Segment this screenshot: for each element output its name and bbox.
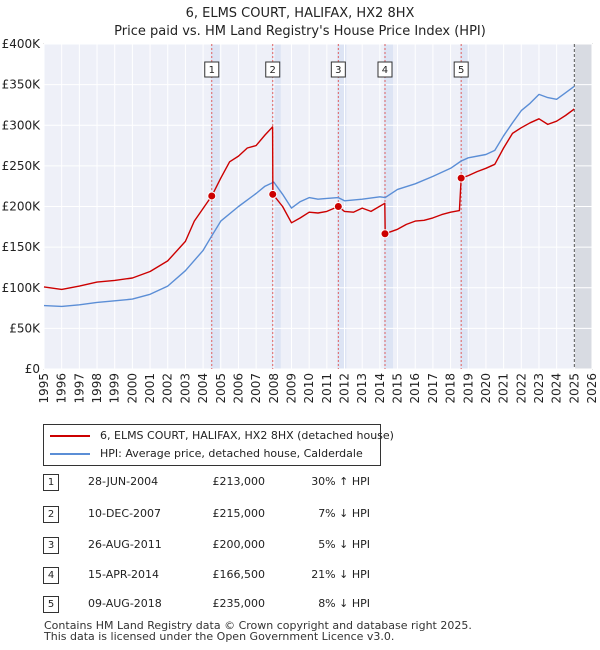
y-tick-label: £350K <box>2 78 42 92</box>
x-tick-label: 2006 <box>231 373 245 404</box>
x-tick-label: 2016 <box>408 373 422 404</box>
row-hpi-diff: 21% ↓ HPI <box>311 568 370 581</box>
footer-license: This data is licensed under the Open Gov… <box>44 630 395 643</box>
row-price: £235,000 <box>212 597 266 610</box>
price-chart: 6, ELMS COURT, HALIFAX, HX2 8HX Price pa… <box>2 6 599 404</box>
row-hpi-diff: 7% ↓ HPI <box>318 507 370 520</box>
sale-label-number: 2 <box>270 65 276 76</box>
row-price: £215,000 <box>212 507 266 520</box>
x-tick-label: 2026 <box>585 373 599 404</box>
x-tick-label: 2020 <box>479 373 493 404</box>
x-tick-label: 2008 <box>267 373 281 404</box>
table-row: 4 15-APR-2014 £166,500 21% ↓ HPI <box>0 565 600 585</box>
sale-point <box>268 189 278 199</box>
x-tick-label: 2021 <box>497 373 511 404</box>
legend-label-property: 6, ELMS COURT, HALIFAX, HX2 8HX (detache… <box>100 429 394 442</box>
sale-point <box>456 173 466 183</box>
x-tick-label: 2013 <box>355 373 369 404</box>
sale-label-box <box>453 61 469 78</box>
legend-swatch-red <box>50 435 90 437</box>
y-tick-label: £0 <box>25 362 40 376</box>
sale-label-box <box>330 61 346 78</box>
sale-label-number: 3 <box>335 65 341 76</box>
x-tick-label: 2014 <box>373 373 387 404</box>
x-tick-label: 2011 <box>320 373 334 404</box>
x-tick-label: 1999 <box>108 373 122 404</box>
x-tick-label: 2004 <box>196 373 210 404</box>
sale-label-box <box>265 61 281 78</box>
table-row: 1 28-JUN-2004 £213,000 30% ↑ HPI <box>0 472 600 492</box>
x-tick-label: 1998 <box>90 373 104 404</box>
x-tick-label: 2002 <box>161 373 175 404</box>
x-tick-label: 2024 <box>550 373 564 404</box>
x-tick-label: 2022 <box>514 373 528 404</box>
x-tick-label: 1995 <box>37 373 51 404</box>
legend-label-hpi: HPI: Average price, detached house, Cald… <box>100 447 363 460</box>
x-tick-label: 2009 <box>284 373 298 404</box>
sale-label-box <box>377 61 393 78</box>
y-tick-label: £200K <box>2 200 42 214</box>
chart-title: 6, ELMS COURT, HALIFAX, HX2 8HX <box>186 6 415 21</box>
row-price: £166,500 <box>212 568 266 581</box>
footer-attribution: Contains HM Land Registry data © Crown c… <box>44 620 472 642</box>
x-tick-label: 2023 <box>532 373 546 404</box>
y-tick-label: £400K <box>2 37 42 51</box>
x-tick-label: 2025 <box>567 373 581 404</box>
row-number-badge: 1 <box>43 474 59 491</box>
x-tick-label: 2000 <box>125 373 139 404</box>
row-price: £200,000 <box>212 538 266 551</box>
y-tick-label: £250K <box>2 159 42 173</box>
table-row: 3 26-AUG-2011 £200,000 5% ↓ HPI <box>0 535 600 555</box>
table-row: 5 09-AUG-2018 £235,000 8% ↓ HPI <box>0 594 600 614</box>
row-hpi-diff: 30% ↑ HPI <box>311 475 370 488</box>
x-tick-label: 2001 <box>143 373 157 404</box>
sale-label-number: 4 <box>382 65 388 76</box>
row-date: 09-AUG-2018 <box>88 597 162 610</box>
x-tick-label: 2017 <box>426 373 440 404</box>
sale-point <box>380 229 390 239</box>
x-tick-label: 2005 <box>214 373 228 404</box>
row-date: 10-DEC-2007 <box>88 507 162 520</box>
row-number-badge: 3 <box>43 537 59 554</box>
y-tick-label: £300K <box>2 118 42 132</box>
x-tick-label: 2007 <box>249 373 263 404</box>
row-price: £213,000 <box>212 475 266 488</box>
chart-subtitle: Price paid vs. HM Land Registry's House … <box>114 24 486 39</box>
row-hpi-diff: 8% ↓ HPI <box>318 597 370 610</box>
chart-legend: 6, ELMS COURT, HALIFAX, HX2 8HX (detache… <box>43 424 394 466</box>
row-date: 28-JUN-2004 <box>88 475 159 488</box>
legend-swatch-blue <box>50 453 90 455</box>
sale-point <box>207 191 217 201</box>
series-line-hpi <box>43 85 575 308</box>
table-row: 2 10-DEC-2007 £215,000 7% ↓ HPI <box>0 504 600 524</box>
series-line-property <box>43 108 575 291</box>
x-tick-label: 1996 <box>55 373 69 404</box>
x-tick-label: 2003 <box>178 373 192 404</box>
x-tick-label: 2018 <box>444 373 458 404</box>
sale-label-box <box>204 61 220 78</box>
x-tick-label: 2012 <box>338 373 352 404</box>
row-hpi-diff: 5% ↓ HPI <box>318 538 370 551</box>
x-tick-label: 2019 <box>461 373 475 404</box>
row-number-badge: 5 <box>43 596 59 613</box>
x-tick-label: 1997 <box>72 373 86 404</box>
x-tick-label: 2015 <box>391 373 405 404</box>
row-number-badge: 4 <box>43 567 59 584</box>
row-date: 15-APR-2014 <box>88 568 160 581</box>
row-date: 26-AUG-2011 <box>88 538 162 551</box>
footer-copyright: Contains HM Land Registry data © Crown c… <box>44 619 472 632</box>
y-tick-label: £100K <box>2 281 42 295</box>
sale-point <box>333 202 343 211</box>
sale-label-number: 5 <box>458 65 464 76</box>
sale-label-number: 1 <box>209 65 215 76</box>
row-number-badge: 2 <box>43 506 59 523</box>
y-tick-label: £50K <box>9 321 41 335</box>
x-tick-label: 2010 <box>302 373 316 404</box>
y-tick-label: £150K <box>2 240 42 254</box>
